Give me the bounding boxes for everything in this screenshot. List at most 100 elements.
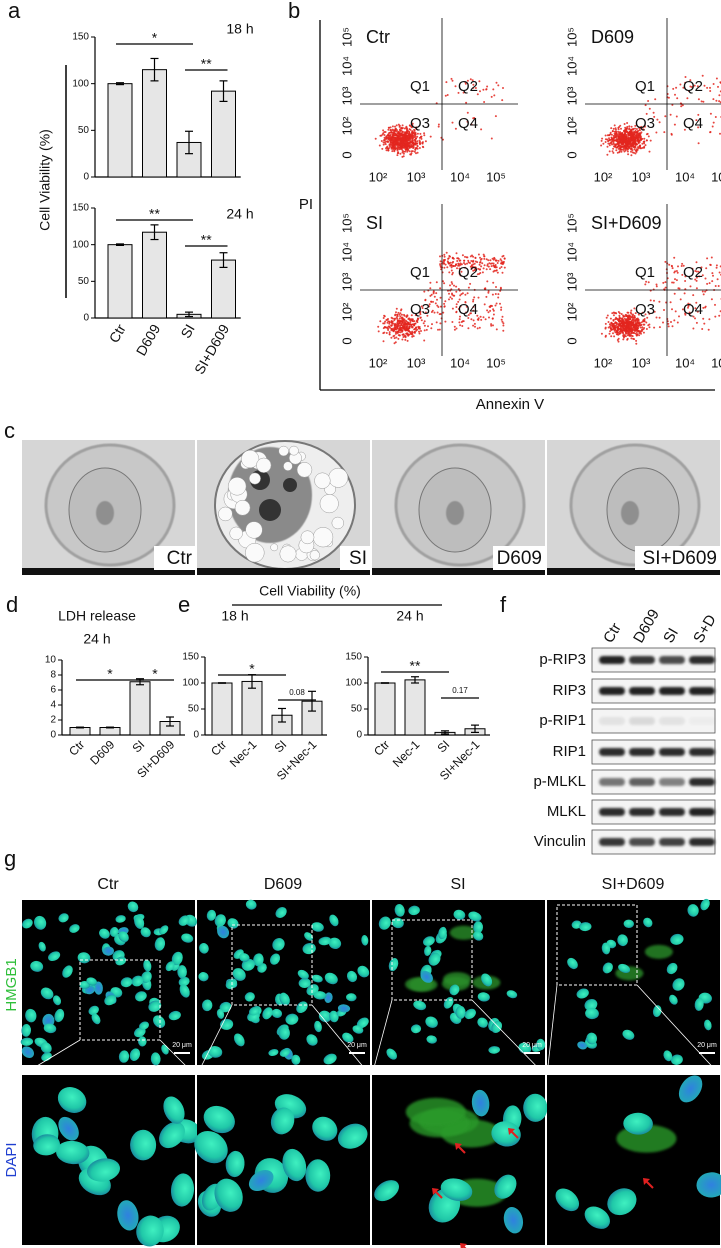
flow-event xyxy=(626,147,628,150)
flow-event xyxy=(381,133,384,136)
blot-row-label: p-RIP3 xyxy=(539,651,586,668)
flow-event xyxy=(459,315,461,318)
quadrant-label: Q4 xyxy=(458,301,478,318)
nucleus xyxy=(33,915,47,930)
flow-event xyxy=(476,93,479,96)
flow-event xyxy=(712,274,714,277)
flow-event xyxy=(486,85,489,88)
flow-y-tick-label: 0 xyxy=(564,151,579,158)
flow-event xyxy=(492,281,495,284)
flow-event xyxy=(712,121,715,124)
flow-event xyxy=(458,272,461,275)
flow-event xyxy=(706,282,709,285)
flow-event xyxy=(389,126,392,129)
error-bar xyxy=(185,311,193,318)
nucleus xyxy=(579,922,592,932)
flow-event xyxy=(697,98,700,101)
flow-event xyxy=(702,293,705,296)
nucleus xyxy=(607,1188,637,1216)
flow-event xyxy=(382,340,385,343)
flow-event xyxy=(632,319,635,322)
flow-event xyxy=(607,321,610,323)
flow-event xyxy=(612,142,615,145)
nucleus xyxy=(279,1048,290,1057)
flow-event xyxy=(455,263,458,266)
flow-event xyxy=(630,147,633,150)
flow-x-tick-label: 10⁵ xyxy=(486,355,506,370)
quadrant-label: Q3 xyxy=(635,115,655,132)
flow-event xyxy=(634,152,637,155)
flow-event xyxy=(612,314,615,317)
flow-event xyxy=(492,309,495,312)
error-bar xyxy=(116,82,124,86)
flow-event xyxy=(396,154,399,157)
flow-event xyxy=(640,332,642,335)
flow-event xyxy=(714,116,717,118)
flow-plot: Ctr Q1 Q2 Q3 Q4 10⁵ 10⁴ 10³ 10² 0 10² 10³ 10⁴ 10⁵ xyxy=(339,18,518,184)
zoom-box xyxy=(231,924,313,1006)
tem-label-bg xyxy=(340,546,370,570)
flow-event xyxy=(615,316,617,319)
flow-event xyxy=(414,143,417,145)
flow-event xyxy=(424,311,427,314)
flow-event xyxy=(630,143,633,146)
flow-event xyxy=(472,298,475,301)
flow-event xyxy=(390,319,393,322)
flow-event xyxy=(443,255,446,258)
vacuole xyxy=(241,449,260,469)
flow-event xyxy=(455,252,458,255)
flow-event xyxy=(619,124,622,127)
nucleus xyxy=(88,1005,99,1016)
flow-event xyxy=(703,322,706,325)
nucleus xyxy=(468,911,482,922)
flow-event xyxy=(682,264,685,267)
flow-event xyxy=(637,318,640,321)
flow-event xyxy=(635,137,638,140)
scale-strip xyxy=(22,568,195,575)
flow-event xyxy=(604,334,607,337)
nucleus xyxy=(136,1215,164,1247)
flow-event xyxy=(401,320,404,323)
nucleus xyxy=(666,962,678,975)
nucleus xyxy=(198,972,209,982)
flow-event xyxy=(637,133,640,136)
flow-event xyxy=(464,81,467,84)
flow-event xyxy=(635,342,638,345)
nucleus xyxy=(239,953,250,962)
flow-event xyxy=(640,131,643,134)
blot-band xyxy=(599,778,625,786)
flow-event xyxy=(655,285,658,288)
significance-label: ** xyxy=(149,206,160,222)
flow-event xyxy=(610,328,613,331)
flow-event xyxy=(482,267,485,270)
flow-x-tick-label: 10⁴ xyxy=(675,355,695,370)
cytoplasm xyxy=(449,925,478,940)
flow-event xyxy=(483,255,486,258)
flow-event xyxy=(488,316,490,319)
flow-event xyxy=(398,334,401,337)
flow-event xyxy=(413,324,416,327)
flow-event xyxy=(429,287,432,290)
flow-event xyxy=(407,321,410,324)
flow-event xyxy=(409,145,412,147)
flow-event xyxy=(470,264,473,267)
vacuole xyxy=(319,494,339,514)
blot-band xyxy=(629,687,655,695)
flow-event xyxy=(455,303,458,306)
flow-event xyxy=(450,263,453,266)
flow-event xyxy=(404,140,407,143)
flow-event xyxy=(401,338,404,341)
flow-event xyxy=(677,287,680,290)
flow-event xyxy=(627,311,630,314)
if-column-label: SI xyxy=(450,876,465,893)
nucleus xyxy=(618,963,631,973)
flow-event xyxy=(465,311,467,314)
flow-event xyxy=(627,144,630,147)
flow-event xyxy=(662,281,665,284)
flow-event xyxy=(455,327,458,330)
flow-event xyxy=(492,262,495,265)
flow-x-tick-label: 10⁴ xyxy=(450,169,470,184)
flow-event xyxy=(398,317,401,320)
flow-event xyxy=(443,262,446,265)
nucleus xyxy=(305,1159,331,1192)
